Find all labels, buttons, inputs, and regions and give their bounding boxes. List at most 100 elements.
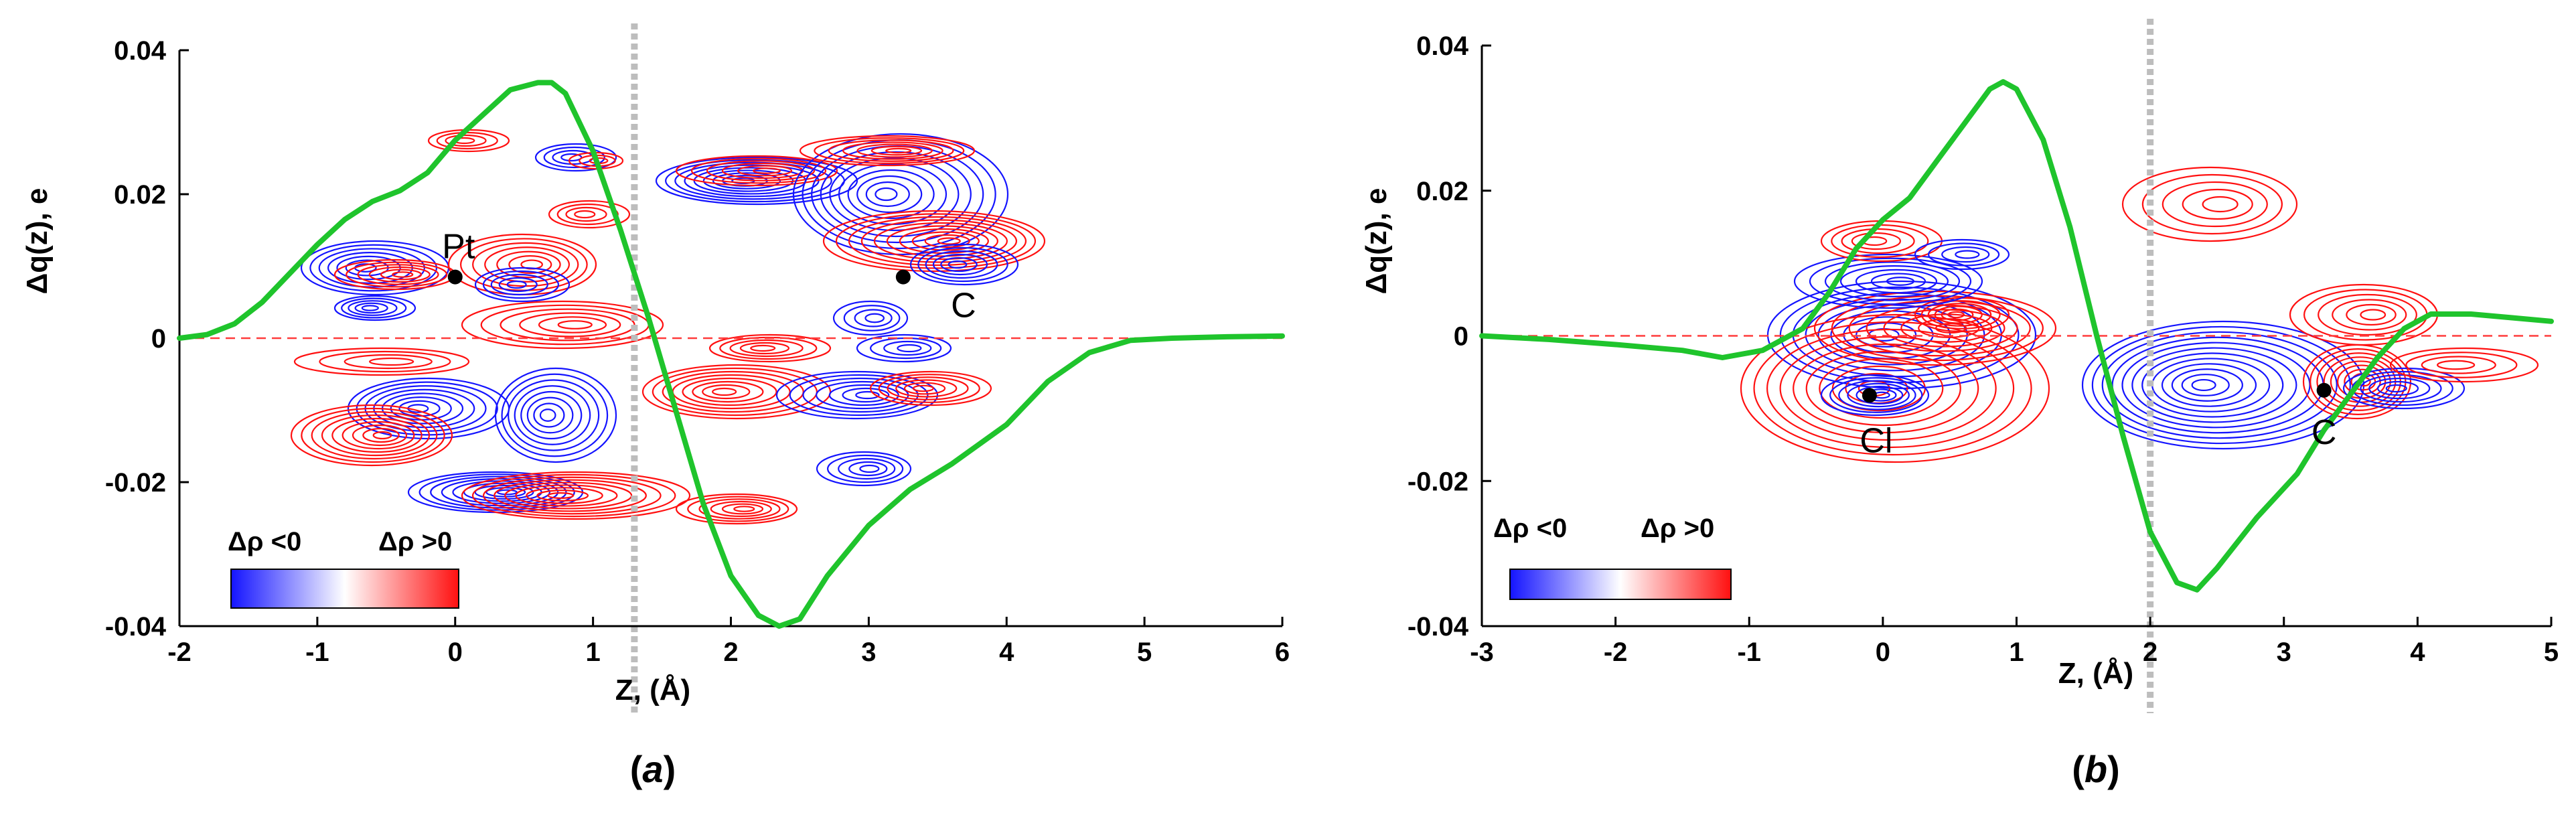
contour-line [311,411,438,460]
x-tick-label: -1 [1737,638,1761,667]
contour-line [925,250,998,279]
contour-line [1914,238,2010,271]
contour-line [301,407,445,463]
contour-line [887,376,969,400]
contour-line [341,297,407,319]
y-tick-label: -0.04 [105,612,167,642]
contour-line [886,225,998,257]
contour-line [641,364,832,420]
contour-line [547,492,575,499]
y-tick-label: -0.02 [105,468,166,498]
contour-line [1779,286,2020,384]
contour-line [909,243,1019,286]
contour-line [494,367,617,463]
contour-group [2289,283,2439,346]
contour-line [848,216,1027,267]
contour-line [515,484,618,507]
contour-line [1809,257,1972,305]
contour-line [750,344,776,352]
contour-line [692,380,764,403]
contour-line [333,295,416,321]
contour-line [712,387,737,396]
contour-line [948,260,968,269]
contour-line [1886,277,1915,286]
contour-line [917,246,1008,283]
contour-line [1753,321,2032,456]
contour-line [721,162,804,179]
contour-line [847,169,935,220]
contour-line [706,160,816,181]
contour-line [2141,352,2284,418]
contour-line [1955,250,1980,259]
contour-line [1766,328,2015,449]
contour-line [826,454,904,483]
contour-line [2182,188,2253,220]
contour-line [739,342,790,355]
marks-b: Cl C [1479,79,2554,593]
contour-line [536,490,589,502]
contour-line [799,135,976,167]
x-tick-label: 0 [448,638,463,667]
contour-line [482,270,560,299]
contour-line [471,473,676,518]
contour-line [843,305,901,331]
contour-line [1843,316,1934,354]
contour-group [333,295,416,321]
contour-line [501,373,609,457]
contour-line [483,476,662,515]
x-tick-label: 3 [861,638,876,667]
contour-line [504,481,633,510]
contour-line [856,175,923,214]
contour-line [1941,246,1990,263]
contour-line [362,427,400,443]
contour-line [690,157,827,184]
contour-group [290,404,453,467]
contour-line [354,302,388,314]
contour-line [2360,309,2386,321]
contour-line [708,333,832,363]
contour-line [675,493,798,525]
contour-line [543,146,605,169]
contour-line [814,137,965,164]
contour-line [309,244,438,292]
contour-line [2191,378,2216,392]
y-tick-label: -0.04 [1408,612,1469,642]
contour-line [474,484,534,500]
contour-line [1841,228,1915,254]
contour-line [461,300,664,350]
contour-line [1870,273,1926,290]
contour-line [832,300,909,336]
contour-line [2303,289,2428,341]
contour-line [2111,336,2324,434]
contour-line [1920,300,2001,329]
contour-line [342,421,415,450]
contour-line [2151,358,2271,413]
contour-line [506,280,527,289]
contour-line [539,408,556,422]
colorbar-a [230,569,459,609]
x-tick-label: 1 [586,638,601,667]
contour-group [816,451,912,487]
contour-line [2385,384,2407,393]
contour-group [675,155,838,187]
contour-line [498,277,538,293]
panel-label-b: (b) [2072,748,2120,790]
contour-line [1779,336,1997,441]
contour-line [789,374,929,417]
x-tick-label: 0 [1876,638,1890,667]
contour-line [682,377,777,406]
contour-line [321,414,431,457]
contour-line [912,384,934,392]
x-tick-label: 4 [2410,638,2425,667]
contour-line [873,222,1008,260]
contour-line [2101,331,2338,439]
contour-line [2318,293,2417,336]
atom-marker [1862,388,1877,403]
contour-line [484,246,571,283]
contour-line [2437,360,2476,370]
contour-line [854,309,893,327]
contour-line [2202,196,2239,213]
contour-line [2131,347,2297,423]
contour-group [832,300,909,336]
contour-line [870,145,923,156]
